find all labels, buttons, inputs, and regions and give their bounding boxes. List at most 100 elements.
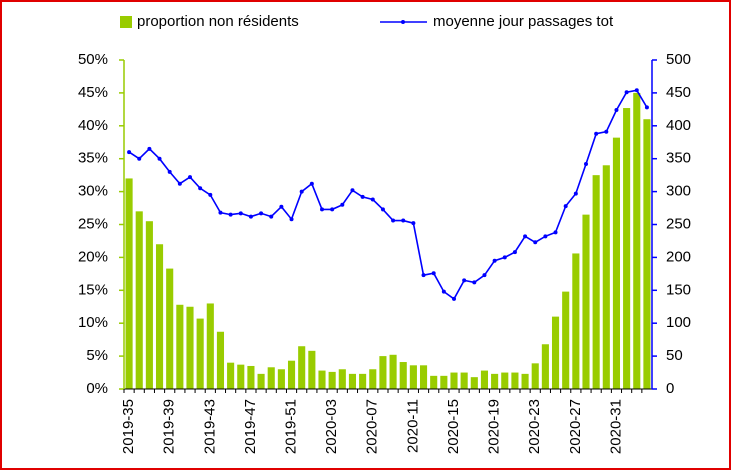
bar bbox=[227, 362, 235, 389]
y2-tick-label: 350 bbox=[666, 150, 691, 167]
line-marker bbox=[604, 129, 609, 134]
bar bbox=[572, 253, 580, 389]
line-marker bbox=[563, 204, 568, 209]
bar bbox=[602, 165, 610, 389]
line-marker bbox=[228, 212, 233, 217]
line-marker bbox=[614, 108, 619, 113]
bar bbox=[166, 268, 174, 389]
line-marker bbox=[248, 214, 253, 219]
bar bbox=[450, 372, 458, 389]
legend-label: moyenne jour passages tot bbox=[433, 13, 614, 30]
bar bbox=[440, 375, 448, 389]
bar bbox=[551, 316, 560, 389]
y-tick-label: 20% bbox=[78, 248, 108, 265]
bar bbox=[308, 350, 316, 389]
bar bbox=[247, 365, 255, 389]
bar bbox=[206, 303, 214, 389]
bar bbox=[267, 367, 275, 389]
y-tick-label: 50% bbox=[78, 51, 108, 68]
x-tick-label: 2020-31 bbox=[607, 399, 624, 454]
line-marker bbox=[279, 204, 284, 209]
y-tick-label: 15% bbox=[78, 281, 108, 298]
x-tick-label: 2020-19 bbox=[486, 399, 503, 454]
bar bbox=[541, 344, 549, 389]
y2-tick-label: 300 bbox=[666, 183, 691, 200]
bar bbox=[237, 364, 245, 389]
bar bbox=[298, 346, 306, 389]
bar bbox=[480, 370, 489, 389]
legend-swatch bbox=[120, 16, 132, 28]
line-marker bbox=[289, 217, 294, 222]
bar bbox=[328, 371, 336, 389]
bar bbox=[135, 211, 143, 389]
bar bbox=[511, 372, 519, 389]
legend-label: proportion non résidents bbox=[137, 13, 299, 30]
bar bbox=[643, 119, 651, 389]
line-marker bbox=[350, 188, 355, 193]
line-marker bbox=[644, 105, 649, 110]
x-tick-label: 2019-51 bbox=[283, 399, 300, 454]
bar bbox=[491, 373, 499, 389]
bar bbox=[582, 214, 590, 389]
y-tick-label: 0% bbox=[86, 380, 108, 397]
line-marker bbox=[218, 210, 223, 215]
line-marker bbox=[523, 234, 528, 239]
line-marker bbox=[594, 131, 599, 136]
bar bbox=[562, 291, 570, 389]
line-marker bbox=[634, 88, 639, 93]
y2-tick-label: 0 bbox=[666, 380, 674, 397]
line-marker bbox=[147, 146, 152, 151]
line-marker bbox=[309, 181, 314, 186]
bar bbox=[186, 306, 194, 389]
line-marker bbox=[462, 278, 467, 283]
line-marker bbox=[157, 156, 162, 161]
line-marker bbox=[431, 271, 436, 276]
line-marker bbox=[208, 192, 213, 197]
line-marker bbox=[320, 207, 324, 212]
x-tick-label: 2019-39 bbox=[161, 399, 178, 454]
y-tick-label: 35% bbox=[78, 150, 108, 167]
line-marker bbox=[360, 194, 365, 199]
bar bbox=[338, 369, 346, 389]
y-tick-label: 5% bbox=[86, 347, 108, 364]
bar bbox=[460, 372, 468, 389]
line-marker bbox=[624, 90, 629, 95]
x-tick-label: 2019-35 bbox=[120, 399, 137, 454]
bar bbox=[389, 354, 397, 389]
line-marker bbox=[188, 175, 192, 180]
y-tick-label: 25% bbox=[78, 215, 108, 232]
bar bbox=[531, 363, 539, 389]
line-marker bbox=[553, 230, 558, 235]
line-marker bbox=[167, 169, 172, 174]
bar bbox=[470, 377, 478, 389]
line-marker bbox=[411, 221, 416, 226]
x-tick-label: 2020-11 bbox=[404, 399, 421, 453]
bar bbox=[592, 175, 600, 389]
line-marker bbox=[238, 211, 243, 216]
bar bbox=[521, 373, 529, 389]
bar bbox=[430, 375, 438, 389]
line-marker bbox=[127, 150, 132, 155]
y2-tick-label: 150 bbox=[666, 281, 691, 298]
y2-tick-label: 250 bbox=[666, 215, 691, 232]
line-marker bbox=[543, 234, 548, 239]
y2-tick-label: 400 bbox=[666, 117, 691, 134]
bar bbox=[176, 304, 184, 389]
y-tick-label: 30% bbox=[78, 183, 108, 200]
x-tick-label: 2019-43 bbox=[201, 399, 218, 454]
line-marker bbox=[391, 218, 396, 223]
bar bbox=[216, 331, 225, 389]
bar bbox=[359, 373, 367, 389]
line-marker bbox=[380, 207, 385, 212]
y-tick-label: 10% bbox=[78, 314, 108, 331]
legend-marker bbox=[401, 20, 405, 24]
bar bbox=[633, 92, 641, 390]
line-marker bbox=[330, 207, 335, 212]
line-marker bbox=[137, 156, 142, 161]
bar bbox=[409, 365, 417, 389]
y2-tick-label: 50 bbox=[666, 347, 683, 364]
bar bbox=[287, 360, 296, 389]
line-marker bbox=[421, 273, 426, 278]
bar bbox=[277, 369, 285, 389]
